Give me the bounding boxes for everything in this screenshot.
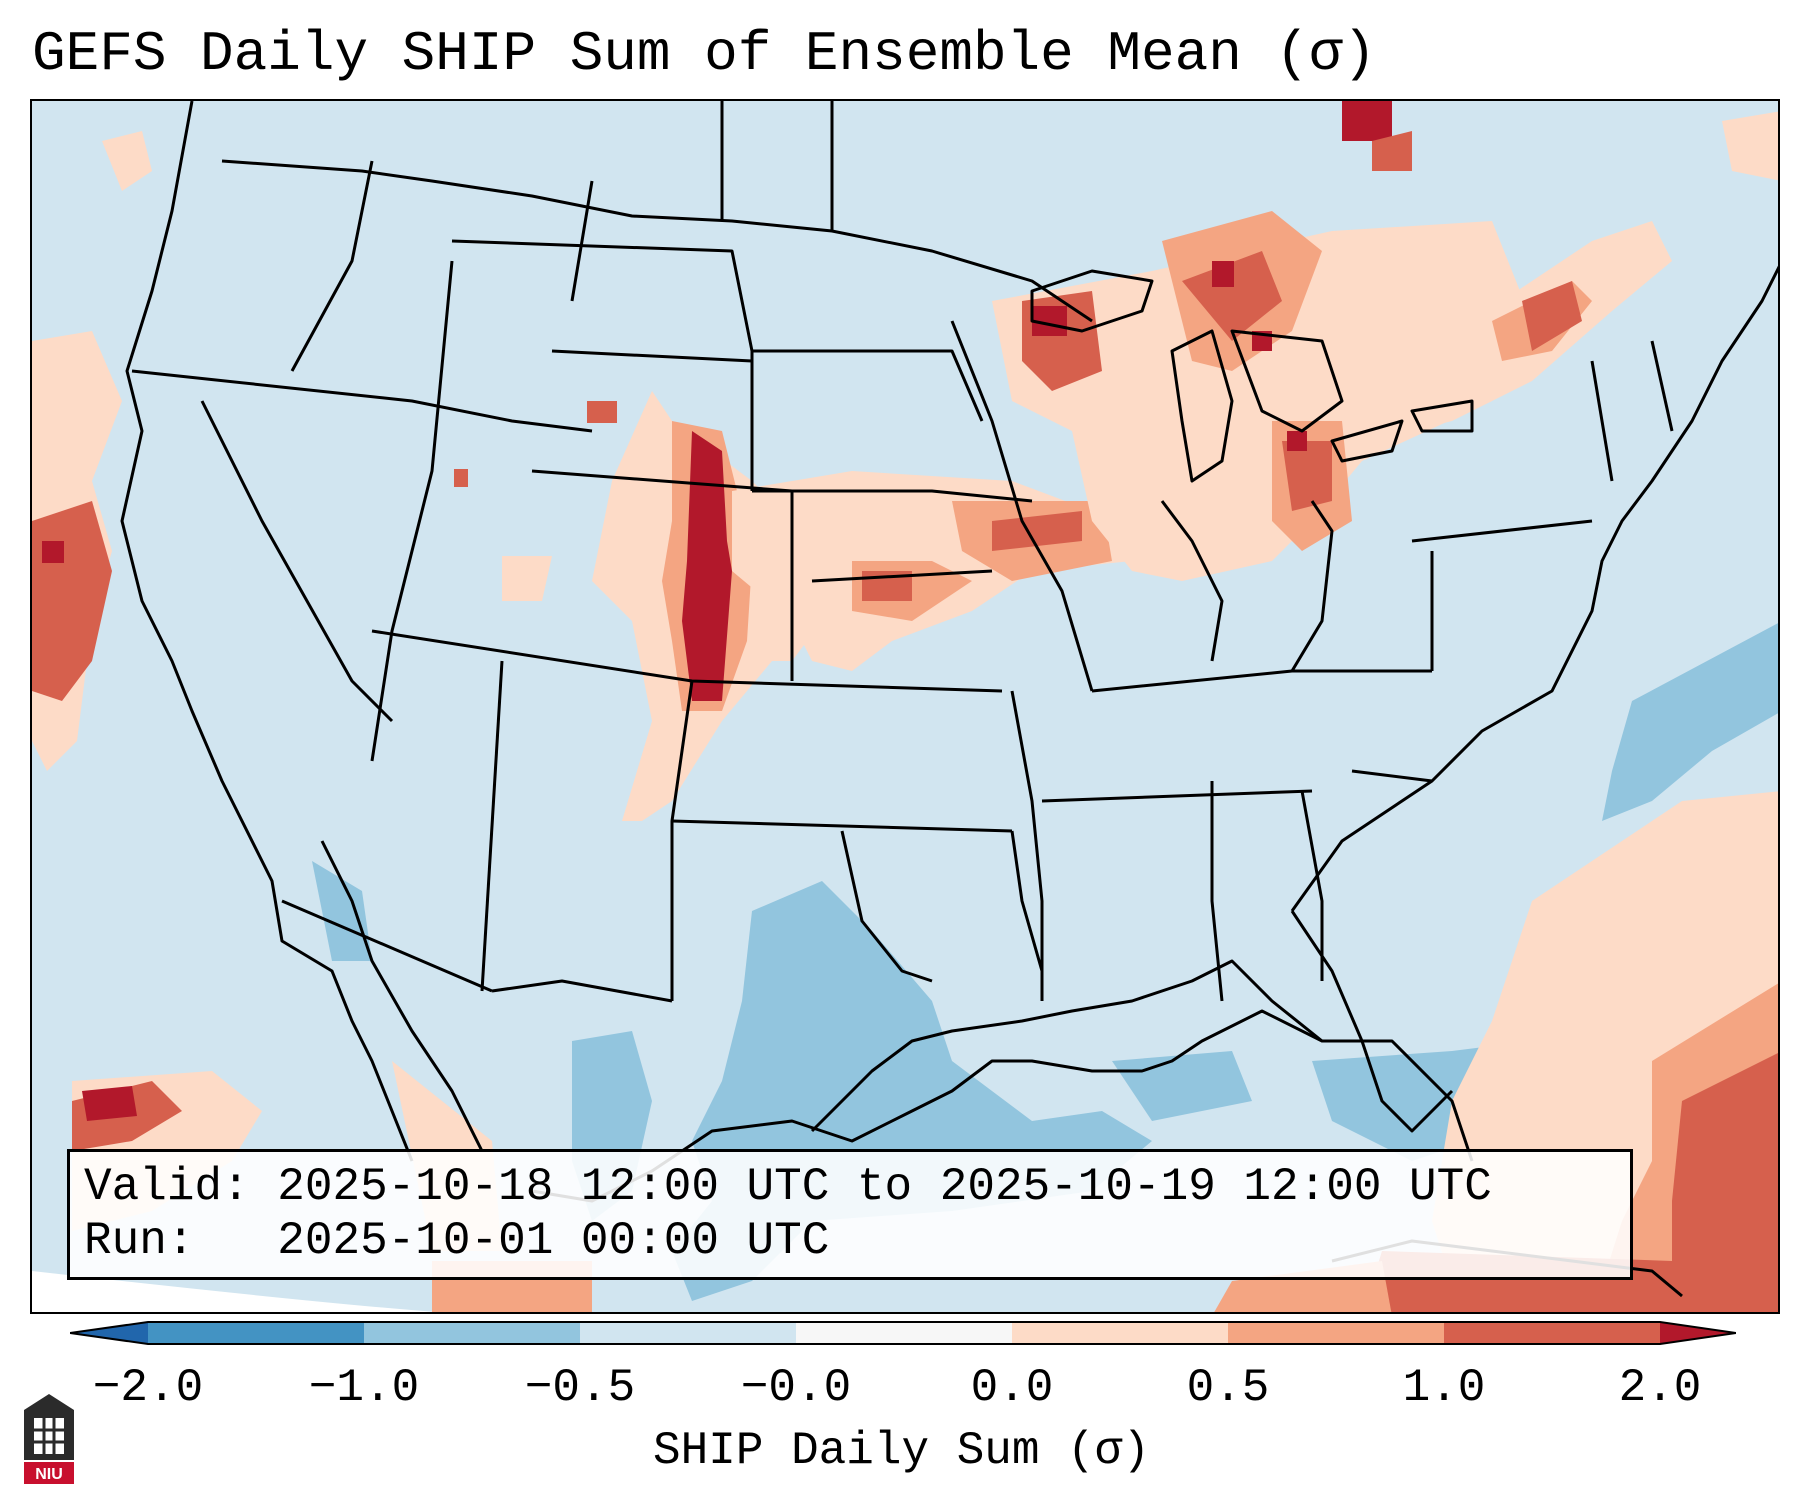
colorbar-seg-0-05	[1012, 1322, 1228, 1344]
colorbar	[69, 1318, 1737, 1348]
colorbar-tick-label: 0.0	[970, 1362, 1054, 1414]
colorbar-bar	[69, 1321, 1737, 1345]
valid-value: 2025-10-18 12:00 UTC to 2025-10-19 12:00…	[277, 1161, 1492, 1213]
colorbar-seg-n1-n05	[364, 1322, 580, 1344]
colorbar-seg-zero	[796, 1322, 1012, 1344]
colorbar-extend-high	[1660, 1322, 1736, 1344]
colorbar-extend-low	[70, 1322, 148, 1344]
colorbar-tick-label: −0.0	[740, 1362, 852, 1414]
map-title: GEFS Daily SHIP Sum of Ensemble Mean (σ)	[32, 22, 1377, 86]
colorbar-tick-label: −1.0	[308, 1362, 420, 1414]
niu-logo-icon: NIU	[20, 1390, 78, 1486]
boundaries	[120, 101, 1778, 1298]
colorbar-tick-label: 0.5	[1186, 1362, 1270, 1414]
run-value: 2025-10-01 00:00 UTC	[277, 1215, 830, 1267]
northeast-positive-anomaly	[1412, 111, 1778, 431]
colorbar-tick-label: 2.0	[1618, 1362, 1702, 1414]
colorbar-tick-label: −2.0	[92, 1362, 204, 1414]
map-panel[interactable]	[30, 99, 1780, 1314]
colorbar-seg-05-1	[1228, 1322, 1444, 1344]
map-canvas	[32, 101, 1778, 1312]
colorbar-seg-n05-0	[580, 1322, 796, 1344]
niu-logo-text: NIU	[35, 1466, 63, 1483]
colorbar-seg-n2-n1	[148, 1322, 364, 1344]
colorbar-tick-label: 1.0	[1402, 1362, 1486, 1414]
midwest-positive-anomaly	[732, 101, 1532, 671]
colorbar-seg-1-2	[1444, 1322, 1660, 1344]
info-box: Valid: 2025-10-18 12:00 UTC to 2025-10-1…	[67, 1149, 1633, 1280]
projection-corner-left	[32, 1271, 436, 1312]
atlantic-negative-anomaly	[1602, 623, 1778, 821]
colorbar-tick-label: −0.5	[524, 1362, 636, 1414]
valid-label: Valid:	[84, 1161, 250, 1213]
run-label: Run:	[84, 1215, 195, 1267]
colorbar-label: SHIP Daily Sum (σ)	[653, 1425, 1150, 1477]
